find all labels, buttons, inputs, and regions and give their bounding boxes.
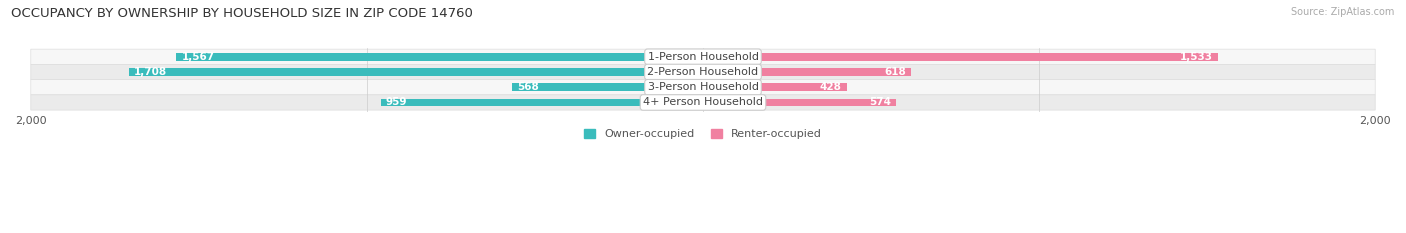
Text: 1,708: 1,708 xyxy=(134,67,167,77)
Text: 618: 618 xyxy=(884,67,905,77)
Legend: Owner-occupied, Renter-occupied: Owner-occupied, Renter-occupied xyxy=(583,129,823,139)
Bar xyxy=(703,83,846,91)
Bar xyxy=(703,68,911,76)
FancyBboxPatch shape xyxy=(31,95,1375,110)
Text: 568: 568 xyxy=(517,82,538,92)
FancyBboxPatch shape xyxy=(31,64,1375,80)
Bar xyxy=(129,68,703,76)
Bar xyxy=(512,83,703,91)
Text: 1-Person Household: 1-Person Household xyxy=(648,52,758,62)
Bar xyxy=(703,53,1218,61)
Text: 959: 959 xyxy=(385,97,408,107)
Bar xyxy=(703,99,896,106)
Text: 3-Person Household: 3-Person Household xyxy=(648,82,758,92)
Text: 428: 428 xyxy=(820,82,842,92)
Text: OCCUPANCY BY OWNERSHIP BY HOUSEHOLD SIZE IN ZIP CODE 14760: OCCUPANCY BY OWNERSHIP BY HOUSEHOLD SIZE… xyxy=(11,7,474,20)
Text: 1,567: 1,567 xyxy=(181,52,215,62)
Text: 2-Person Household: 2-Person Household xyxy=(647,67,759,77)
Text: 4+ Person Household: 4+ Person Household xyxy=(643,97,763,107)
FancyBboxPatch shape xyxy=(31,49,1375,64)
Bar xyxy=(381,99,703,106)
FancyBboxPatch shape xyxy=(31,80,1375,95)
Text: 1,533: 1,533 xyxy=(1180,52,1213,62)
Bar xyxy=(176,53,703,61)
Text: Source: ZipAtlas.com: Source: ZipAtlas.com xyxy=(1291,7,1395,17)
Text: 574: 574 xyxy=(869,97,891,107)
